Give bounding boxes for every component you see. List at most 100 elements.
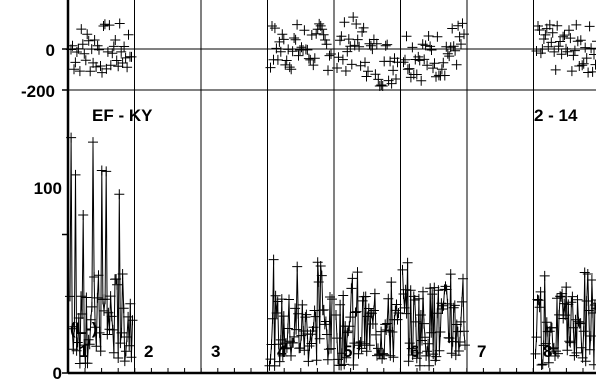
top-point-panel-4 <box>275 46 286 57</box>
bottom-point-panel-1 <box>71 345 82 356</box>
top-point-panel-4 <box>272 54 283 65</box>
top-point-panel-1 <box>117 58 128 68</box>
top-point-panel-5 <box>388 65 399 76</box>
top-point-panel-1 <box>69 64 79 75</box>
top-point-panel-4 <box>323 65 333 76</box>
bottom-point-panel-4 <box>300 312 311 323</box>
bottom-point-panel-4 <box>313 277 324 287</box>
bottom-point-panel-5 <box>338 290 349 301</box>
bottom-point-panel-1 <box>83 334 94 345</box>
top-point-panel-4 <box>318 29 329 40</box>
top-point-panel-6 <box>436 64 447 75</box>
top-point-panel-5 <box>373 74 384 85</box>
top-point-panel-8 <box>592 40 596 42</box>
top-point-panel-5 <box>354 41 365 52</box>
bottom-point-panel-8 <box>540 338 551 349</box>
bottom-point-panel-8 <box>557 288 568 299</box>
bottom-point-panel-6 <box>412 347 423 358</box>
bottom-point-panel-6 <box>401 308 412 319</box>
bottom-point-panel-1 <box>108 347 119 358</box>
bottom-point-panel-5 <box>333 354 343 365</box>
bottom-point-panel-4 <box>290 303 301 314</box>
bottom-point-panel-5 <box>369 288 380 299</box>
bottom-point-panel-5 <box>339 359 350 370</box>
top-point-panel-6 <box>419 54 430 65</box>
top-point-panel-5 <box>340 66 351 76</box>
bottom-point-panel-5 <box>355 337 366 347</box>
bottom-point-panel-6 <box>422 346 433 357</box>
bottom-point-panel-6 <box>432 308 443 319</box>
bottom-point-panel-5 <box>337 348 348 359</box>
bottom-point-panel-6 <box>402 257 413 268</box>
top-point-panel-5 <box>357 26 368 37</box>
bottom-point-panel-1 <box>81 292 92 303</box>
bottom-point-panel-5 <box>353 348 364 359</box>
bottom-point-panel-5 <box>376 326 387 337</box>
top-point-panel-8 <box>533 21 543 31</box>
bottom-point-panel-6 <box>454 337 465 347</box>
top-point-panel-5 <box>382 39 393 50</box>
top-point-panel-8 <box>581 53 592 64</box>
bottom-point-panel-5 <box>350 307 361 318</box>
bottom-point-panel-6 <box>448 302 459 313</box>
top-point-panel-1 <box>116 46 127 57</box>
bottom-point-panel-8 <box>541 317 552 328</box>
top-point-panel-5 <box>391 74 401 84</box>
top-point-panel-8 <box>562 46 573 57</box>
top-point-panel-8 <box>577 60 588 71</box>
top-point-panel-8 <box>565 33 576 44</box>
bottom-point-panel-6 <box>415 310 426 320</box>
bottom-point-panel-5 <box>359 338 370 349</box>
top-point-panel-5 <box>339 17 350 28</box>
bottom-point-panel-8 <box>543 357 554 368</box>
bottom-point-panel-5 <box>393 308 404 318</box>
bottom-point-panel-4 <box>322 354 333 365</box>
bottom-point-panel-8 <box>562 345 573 356</box>
bottom-point-panel-6 <box>431 351 442 362</box>
top-point-panel-5 <box>333 52 344 63</box>
top-point-panel-5 <box>348 12 359 23</box>
panel-label-4: 4 <box>277 342 287 361</box>
bottom-point-panel-4 <box>297 299 308 310</box>
annotation-2-14: 2 - 14 <box>534 106 578 125</box>
top-point-panel-6 <box>402 64 413 75</box>
bottom-point-panel-1 <box>113 353 124 363</box>
top-point-panel-5 <box>358 22 369 33</box>
top-point-panel-1 <box>82 29 93 40</box>
bottom-point-panel-4 <box>323 344 334 355</box>
top-point-panel-6 <box>447 23 458 34</box>
top-point-panel-8 <box>550 64 561 75</box>
top-point-panel-1 <box>89 35 100 45</box>
bottom-point-panel-5 <box>351 306 362 317</box>
bottom-point-panel-8 <box>592 299 596 301</box>
bottom-point-panel-4 <box>278 311 289 322</box>
top-point-panel-5 <box>343 34 354 45</box>
top-point-panel-1 <box>105 60 116 71</box>
bottom-point-panel-8 <box>535 286 546 297</box>
bottom-point-panel-4 <box>274 356 285 367</box>
top-point-panel-4 <box>311 28 322 39</box>
bottom-point-panel-4 <box>316 270 327 281</box>
top-point-panel-1 <box>107 48 118 59</box>
bottom-point-panel-8 <box>575 318 586 329</box>
top-point-panel-4 <box>281 55 292 66</box>
top-point-panel-8 <box>534 25 545 35</box>
top-point-panel-8 <box>587 66 596 77</box>
bottom-point-panel-1 <box>105 291 116 302</box>
top-point-panel-6 <box>414 55 425 66</box>
bottom-point-panel-1 <box>77 309 88 319</box>
bottom-point-panel-6 <box>449 300 460 311</box>
bottom-point-panel-6 <box>435 327 446 337</box>
panel-label-5: 5 <box>343 342 352 361</box>
bottom-point-panel-6 <box>442 298 453 309</box>
bottom-point-panel-1 <box>100 294 111 305</box>
bottom-point-panel-8 <box>565 337 576 348</box>
bottom-panel-data <box>65 132 596 371</box>
top-point-panel-6 <box>453 20 464 31</box>
top-point-panel-4 <box>317 24 328 35</box>
bottom-point-panel-8 <box>593 302 596 304</box>
top-point-panel-8 <box>546 37 557 48</box>
top-point-panel-8 <box>552 20 563 31</box>
top-point-panel-4 <box>287 46 298 57</box>
top-point-panel-6 <box>417 39 428 50</box>
